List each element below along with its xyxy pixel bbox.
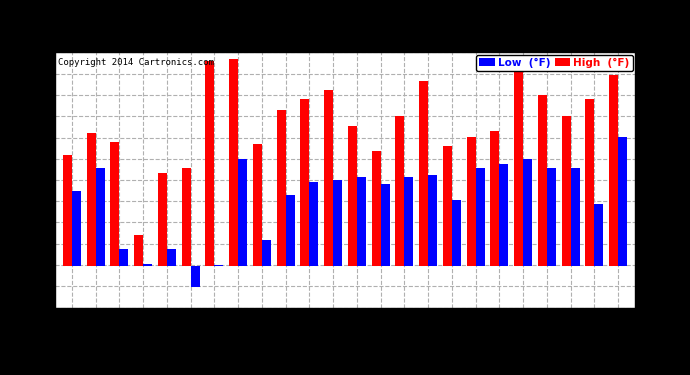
Bar: [190, 267, 199, 286]
Bar: [466, 137, 475, 267]
Bar: [618, 137, 627, 267]
Bar: [348, 126, 357, 267]
Bar: [96, 168, 105, 267]
Bar: [571, 168, 580, 267]
Bar: [134, 235, 143, 267]
Bar: [324, 90, 333, 267]
Bar: [86, 133, 96, 267]
Bar: [143, 264, 152, 267]
Bar: [372, 151, 381, 267]
Title: Dew Point Daily High/Low 20140413: Dew Point Daily High/Low 20140413: [181, 32, 509, 50]
Bar: [381, 184, 390, 267]
Bar: [309, 182, 318, 267]
Bar: [286, 195, 295, 267]
Bar: [238, 159, 247, 267]
Bar: [547, 168, 556, 267]
Bar: [110, 142, 119, 267]
Bar: [538, 95, 547, 267]
Bar: [215, 265, 224, 267]
Bar: [167, 249, 176, 267]
Bar: [181, 168, 190, 267]
Bar: [253, 144, 262, 267]
Bar: [428, 175, 437, 267]
Bar: [333, 180, 342, 267]
Bar: [158, 173, 167, 267]
Bar: [491, 130, 500, 267]
Bar: [419, 81, 428, 267]
Legend: Low  (°F), High  (°F): Low (°F), High (°F): [476, 55, 633, 71]
Bar: [594, 204, 604, 267]
Bar: [404, 177, 413, 267]
Bar: [452, 200, 461, 267]
Bar: [206, 62, 215, 267]
Bar: [475, 168, 484, 267]
Bar: [609, 75, 618, 267]
Bar: [300, 99, 309, 267]
Bar: [562, 116, 571, 267]
Bar: [357, 177, 366, 267]
Bar: [514, 70, 523, 267]
Bar: [395, 116, 404, 267]
Bar: [72, 191, 81, 267]
Bar: [229, 59, 238, 267]
Bar: [119, 249, 128, 267]
Bar: [63, 155, 72, 267]
Bar: [262, 240, 271, 267]
Text: Copyright 2014 Cartronics.com: Copyright 2014 Cartronics.com: [58, 58, 214, 67]
Bar: [277, 111, 286, 267]
Bar: [523, 159, 532, 267]
Bar: [585, 99, 594, 267]
Bar: [500, 164, 509, 267]
Bar: [443, 146, 452, 267]
